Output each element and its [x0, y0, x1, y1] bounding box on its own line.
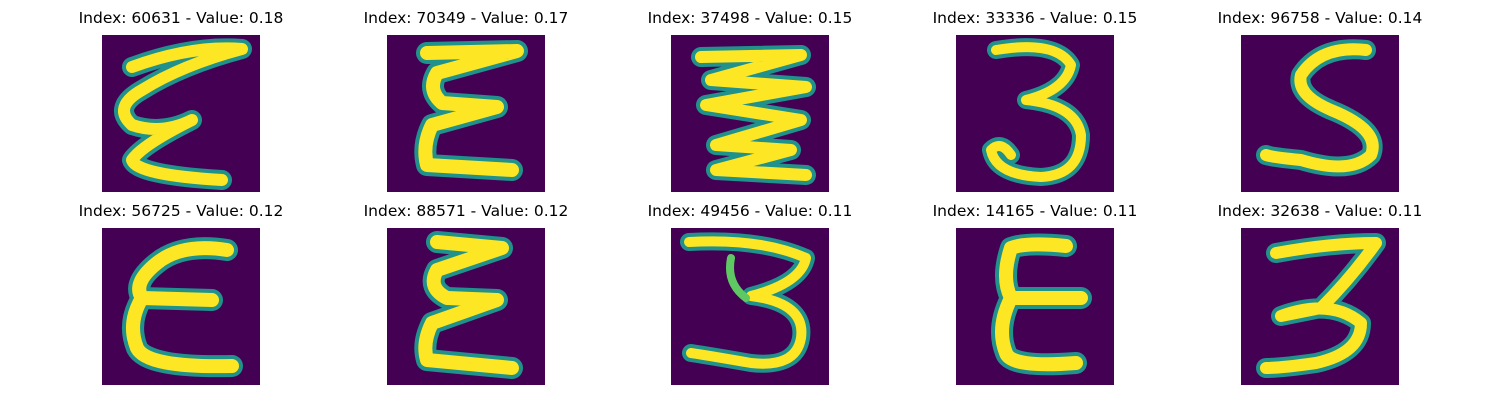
panel-1: Index: 60631 - Value: 0.18 — [79, 9, 283, 192]
epsilon-zigzag-icon — [414, 231, 523, 379]
digit-three-icon — [982, 38, 1090, 186]
panel-10: Index: 32638 - Value: 0.11 — [1218, 202, 1422, 385]
zigzag-icon — [691, 45, 816, 185]
digit-image — [671, 35, 829, 192]
digit-five-icon — [1256, 39, 1383, 177]
panel-title: Index: 14165 - Value: 0.11 — [932, 202, 1138, 220]
digit-image — [956, 35, 1114, 192]
panel-5: Index: 96758 - Value: 0.14 — [1218, 9, 1422, 192]
panel-title: Index: 60631 - Value: 0.18 — [78, 9, 284, 27]
panel-title: Index: 70349 - Value: 0.17 — [363, 9, 569, 27]
digit-image — [1241, 228, 1399, 385]
digit-image — [102, 228, 260, 385]
digit-image — [102, 35, 260, 192]
epsilon-bold-icon — [122, 237, 243, 378]
panel-title: Index: 32638 - Value: 0.11 — [1217, 202, 1423, 220]
digit-image — [671, 228, 829, 385]
panel-4: Index: 33336 - Value: 0.15 — [933, 9, 1137, 192]
panel-7: Index: 88571 - Value: 0.12 — [364, 202, 568, 385]
panel-title: Index: 88571 - Value: 0.12 — [363, 202, 569, 220]
panel-3: Index: 37498 - Value: 0.15 — [648, 9, 852, 192]
digit-three-flat-icon — [1256, 233, 1386, 378]
panel-title: Index: 33336 - Value: 0.15 — [932, 9, 1138, 27]
epsilon-loose-icon — [114, 38, 252, 190]
panel-2: Index: 70349 - Value: 0.17 — [364, 9, 568, 192]
digit-image — [387, 35, 545, 192]
panel-title: Index: 56725 - Value: 0.12 — [78, 202, 284, 220]
panel-title: Index: 37498 - Value: 0.15 — [647, 9, 853, 27]
panel-title: Index: 49456 - Value: 0.11 — [647, 202, 853, 220]
panel-8: Index: 49456 - Value: 0.11 — [648, 202, 852, 385]
digit-image — [387, 228, 545, 385]
panel-title: Index: 96758 - Value: 0.14 — [1217, 9, 1423, 27]
letter-e-icon — [991, 233, 1092, 376]
panel-6: Index: 56725 - Value: 0.12 — [79, 202, 283, 385]
digit-three-wide-icon — [680, 232, 815, 373]
digit-image — [956, 228, 1114, 385]
epsilon-zigzag-icon — [414, 40, 528, 181]
digit-image — [1241, 35, 1399, 192]
panel-9: Index: 14165 - Value: 0.11 — [933, 202, 1137, 385]
